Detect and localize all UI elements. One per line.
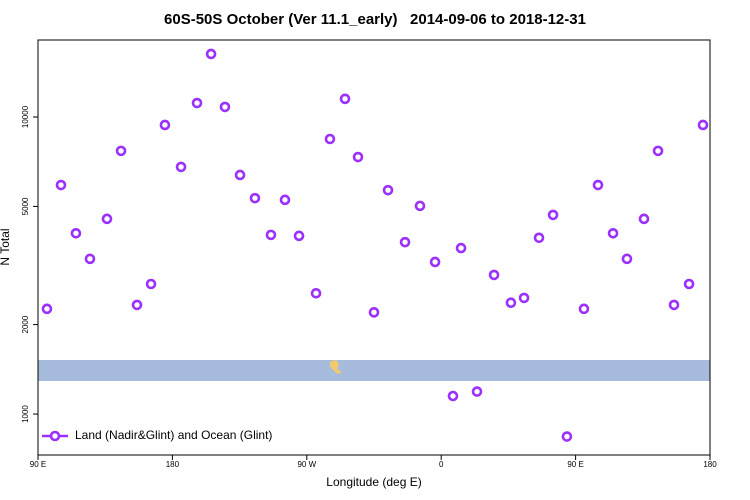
map-land	[330, 360, 342, 374]
data-point	[592, 179, 604, 191]
data-point	[310, 287, 322, 299]
data-point	[293, 230, 305, 242]
data-point	[159, 119, 171, 131]
data-point	[621, 253, 633, 265]
y-axis-label: N Total	[0, 228, 12, 265]
data-point	[234, 169, 246, 181]
data-point	[368, 307, 380, 318]
data-point	[652, 145, 664, 157]
data-point	[55, 179, 67, 191]
data-point	[324, 133, 336, 145]
data-point	[447, 390, 459, 402]
legend-label: Land (Nadir&Glint) and Ocean (Glint)	[75, 428, 272, 442]
y-tick-label: 2000	[21, 315, 30, 333]
x-tick-label: 180	[703, 460, 717, 469]
data-point	[578, 303, 590, 315]
data-point	[249, 192, 261, 204]
y-tick-label: 10000	[21, 105, 30, 128]
data-point	[561, 431, 573, 442]
legend-marker	[49, 430, 61, 442]
data-point	[518, 292, 530, 304]
data-point	[471, 386, 483, 397]
data-point	[84, 253, 96, 265]
data-point	[505, 297, 517, 309]
x-tick-label: 90 W	[297, 460, 316, 469]
chart-title: 60S-50S October (Ver 11.1_early) 2014-09…	[164, 11, 586, 28]
data-point	[115, 145, 127, 157]
map-strip	[38, 360, 710, 381]
data-point	[131, 299, 143, 311]
data-point	[638, 213, 650, 225]
y-tick-label: 1000	[21, 405, 30, 423]
data-point	[352, 151, 364, 163]
plot-frame	[37, 39, 711, 456]
data-point	[101, 213, 113, 225]
data-point	[547, 209, 559, 221]
data-point	[683, 278, 695, 290]
data-point	[697, 119, 709, 131]
data-point	[382, 184, 394, 196]
data-point	[41, 303, 53, 315]
x-tick-label: 0	[439, 460, 444, 469]
data-point	[145, 278, 157, 290]
data-point	[399, 236, 411, 248]
data-point	[455, 242, 467, 254]
x-tick-label: 90 E	[567, 460, 583, 469]
data-point	[488, 269, 500, 281]
x-tick-label: 180	[166, 460, 180, 469]
data-point	[414, 200, 426, 212]
data-point	[279, 194, 291, 206]
data-point	[429, 256, 441, 268]
data-point	[339, 93, 351, 105]
x-tick-label: 90 E	[30, 460, 46, 469]
data-point	[70, 227, 82, 239]
data-point	[205, 48, 217, 60]
data-point	[668, 299, 680, 311]
data-point	[533, 232, 545, 244]
data-point	[191, 97, 203, 109]
x-axis-label: Longitude (deg E)	[326, 475, 421, 489]
data-point	[175, 161, 187, 173]
y-tick-label: 5000	[21, 197, 30, 215]
data-point	[219, 101, 231, 113]
data-point	[607, 227, 619, 239]
data-point	[265, 229, 277, 241]
